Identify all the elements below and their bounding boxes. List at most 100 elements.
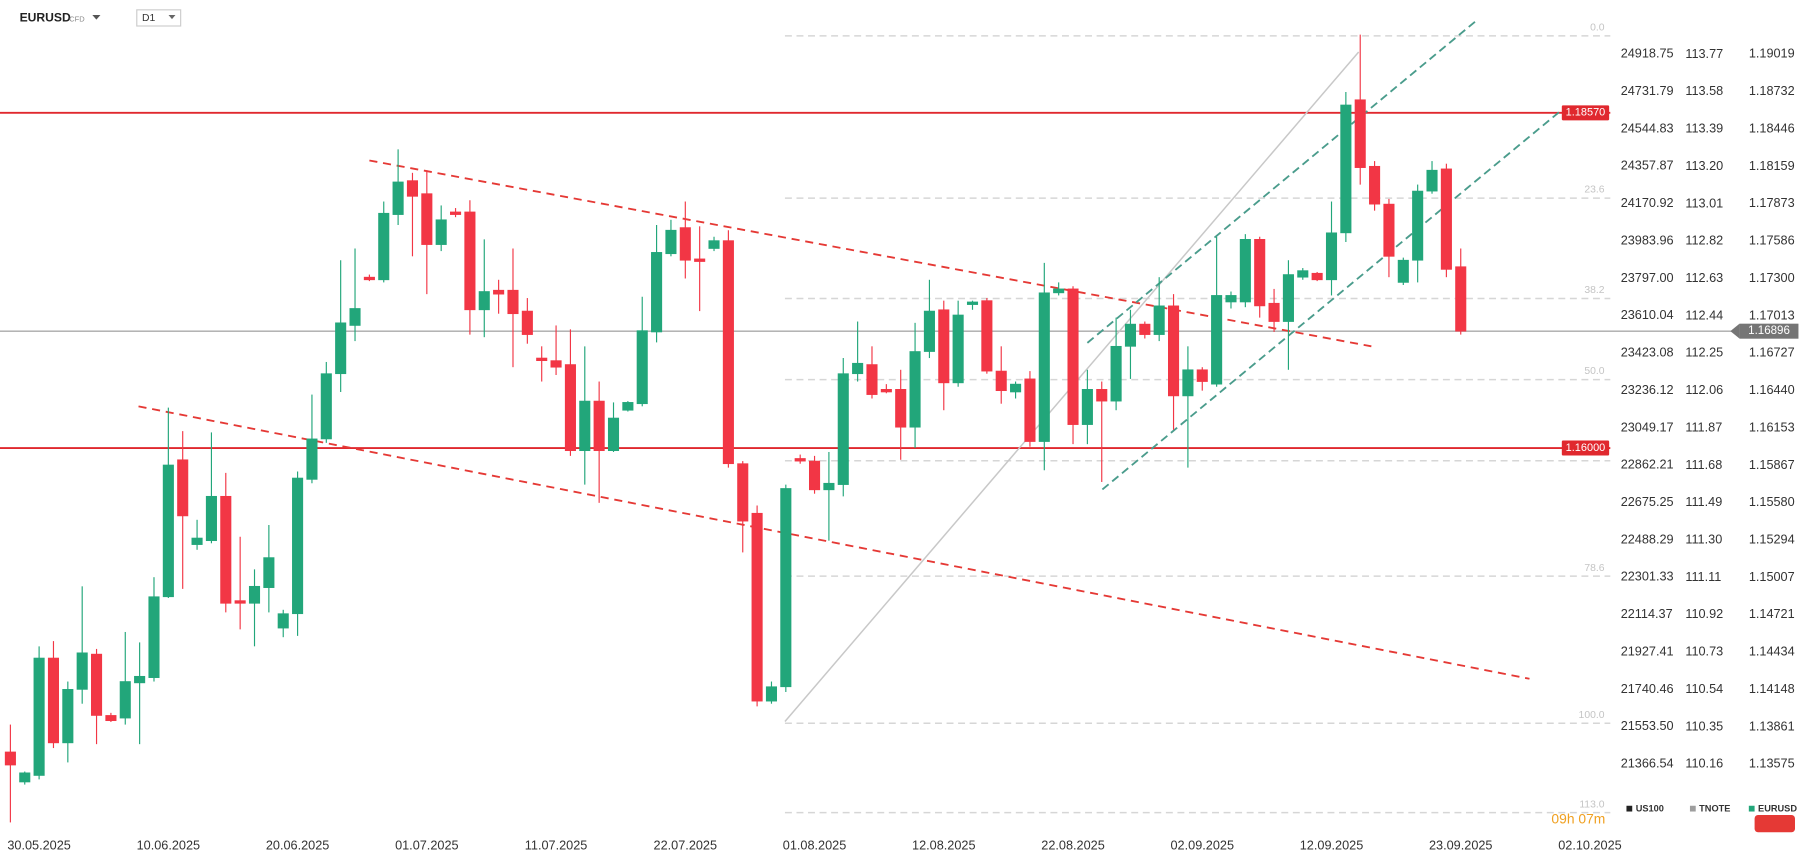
candle-body [852, 362, 864, 375]
y-tick-label: 1.18732 [1749, 84, 1795, 98]
y-tick-label: 1.15580 [1749, 495, 1795, 509]
candle-body [335, 322, 347, 375]
candle-body [708, 240, 720, 249]
candle-body [1311, 272, 1323, 281]
candle-body [1096, 389, 1108, 402]
candle-body [1397, 259, 1409, 283]
candle-body [780, 488, 792, 688]
candle-body [722, 240, 734, 465]
candle-body [895, 389, 907, 428]
legend-label[interactable]: TNOTE [1699, 804, 1730, 814]
fib-label: 78.6 [1584, 563, 1604, 574]
candle-body [1426, 169, 1438, 192]
legend-swatch [1748, 805, 1755, 812]
y-tick-label: 21553.50 [1621, 719, 1674, 733]
y-tick-label: 21366.54 [1621, 757, 1674, 771]
y-tick-label: 1.19019 [1749, 47, 1795, 61]
y-tick-label: 112.06 [1685, 383, 1723, 397]
candle-body [1225, 295, 1237, 303]
candle-body [564, 364, 576, 452]
symbol-dropdown[interactable] [92, 15, 101, 20]
candle-body [1182, 369, 1194, 397]
x-tick-label: 01.08.2025 [783, 839, 847, 853]
y-tick-label: 110.73 [1685, 645, 1723, 659]
candle-body [1067, 288, 1079, 425]
candle-body [292, 477, 304, 615]
candle-body [33, 657, 45, 776]
fib-label: 0.0 [1590, 23, 1605, 34]
candle-body [435, 219, 447, 245]
candle-body [651, 252, 663, 333]
y-tick-label: 1.17586 [1749, 234, 1795, 248]
candle-body [995, 370, 1007, 392]
candle-body [177, 459, 189, 517]
candle-body [966, 301, 979, 305]
candle-body [62, 689, 74, 744]
symbol[interactable]: EURUSD [20, 11, 71, 25]
status-badge[interactable] [1754, 814, 1795, 833]
y-tick-label: 112.63 [1685, 271, 1723, 285]
candle-body [1024, 378, 1036, 442]
candle-body [665, 229, 677, 255]
candle-body [1369, 165, 1381, 205]
x-tick-label: 01.07.2025 [395, 839, 459, 853]
candle-body [162, 464, 174, 598]
candle-body [550, 360, 562, 368]
candle-body [809, 460, 821, 491]
candle-body [938, 309, 950, 384]
candle-body [1211, 295, 1223, 385]
candle-body [1010, 383, 1022, 393]
candle-body [349, 308, 361, 326]
candle-body [1297, 270, 1309, 278]
last-price-badge [1739, 323, 1799, 339]
y-tick-label: 1.15867 [1749, 458, 1795, 472]
trend-line [138, 405, 1530, 680]
legend-label[interactable]: US100 [1636, 804, 1664, 814]
legend-swatch [1689, 805, 1696, 812]
x-tick-label: 12.09.2025 [1300, 839, 1363, 853]
y-tick-label: 113.77 [1685, 47, 1723, 61]
y-tick-label: 23423.08 [1621, 346, 1674, 360]
candle-body [1354, 99, 1366, 168]
candle-body [406, 180, 419, 197]
candle-body [248, 585, 261, 604]
timeframe-box[interactable] [136, 9, 182, 27]
fib-label: 100.0 [1579, 710, 1605, 721]
candle-body [234, 600, 246, 604]
candle-body [220, 495, 232, 604]
y-tick-label: 24544.83 [1621, 121, 1674, 135]
y-tick-label: 1.13575 [1749, 757, 1795, 771]
y-tick-label: 21927.41 [1621, 644, 1674, 658]
candle-body [679, 227, 691, 261]
channel-line [1101, 110, 1562, 491]
y-tick-label: 23983.96 [1621, 233, 1674, 247]
candle-body [1440, 168, 1452, 270]
candle-body [464, 211, 476, 311]
y-tick-label: 1.18446 [1749, 121, 1795, 135]
y-tick-label: 113.01 [1685, 196, 1723, 210]
candle-body [191, 537, 203, 545]
y-tick-label: 1.17873 [1749, 196, 1795, 210]
y-tick-label: 111.49 [1685, 495, 1722, 509]
candle-body [923, 310, 935, 352]
candle-body [1268, 302, 1280, 322]
y-tick-label: 110.16 [1685, 757, 1723, 771]
y-tick-label: 1.18159 [1749, 159, 1795, 173]
candle-body [909, 351, 921, 428]
drawings [138, 18, 1562, 722]
fib-label: 38.2 [1584, 285, 1604, 296]
legend-label[interactable]: EURUSD [1758, 804, 1797, 814]
channel-line [1086, 18, 1479, 344]
price-badge-label: 1.18570 [1566, 107, 1606, 119]
candle-body [794, 458, 806, 462]
y-tick-label: 1.17300 [1749, 271, 1795, 285]
y-tick-label: 111.11 [1685, 570, 1721, 584]
candle-body [1168, 305, 1180, 397]
y-tick-label: 24170.92 [1621, 196, 1674, 210]
y-tick-label: 1.17013 [1749, 308, 1795, 322]
candle-body [19, 772, 31, 783]
y-tick-label: 1.13861 [1749, 719, 1795, 733]
candle-body [1153, 305, 1165, 335]
